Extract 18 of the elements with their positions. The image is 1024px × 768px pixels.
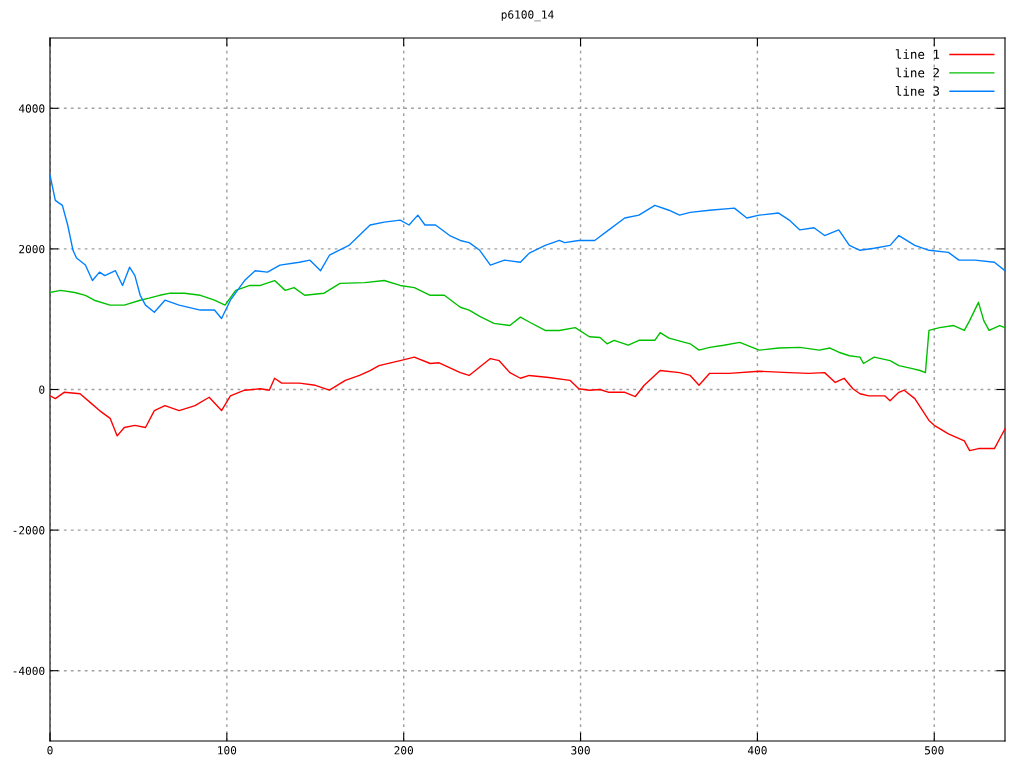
- x-tick-label: 400: [747, 746, 767, 755]
- line-series: [49, 279, 1006, 374]
- x-tick-label: 300: [571, 746, 590, 755]
- legend-label: line 1: [895, 49, 940, 59]
- legend-label: line 2: [895, 67, 939, 78]
- y-tick-label: -4000: [13, 666, 45, 676]
- line-series: [49, 174, 1006, 320]
- x-tick-label: 500: [925, 746, 944, 755]
- legend-label: line 3: [895, 86, 940, 96]
- x-tick-label: 200: [394, 746, 414, 755]
- x-tick-label: 100: [218, 746, 237, 755]
- x-tick-label: 0: [47, 746, 53, 755]
- line-series: [49, 356, 1006, 452]
- y-tick-label: -2000: [13, 526, 45, 535]
- y-tick-label: 0: [39, 385, 45, 394]
- y-tick-label: 2000: [19, 244, 45, 254]
- chart-title: p6100_14: [501, 10, 554, 22]
- y-tick-label: 4000: [18, 104, 45, 113]
